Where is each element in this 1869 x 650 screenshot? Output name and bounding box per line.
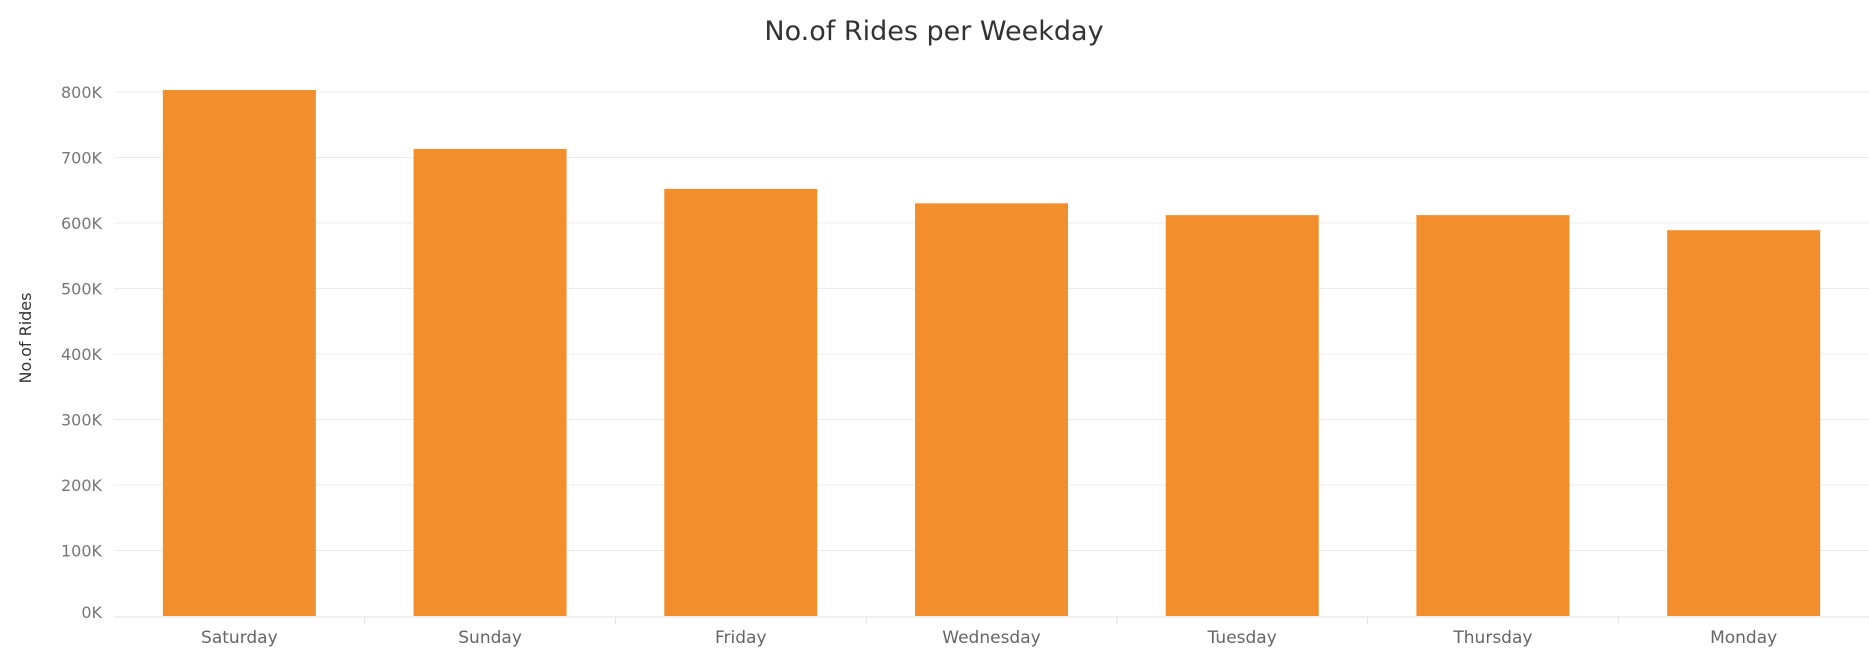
x-tick-label: Friday [715, 628, 767, 648]
bar-thursday[interactable] [1416, 215, 1570, 616]
x-tick-label: Tuesday [1207, 628, 1277, 648]
bar-monday[interactable] [1667, 230, 1821, 616]
y-tick-label: 700K [61, 149, 103, 168]
chart-title: No.of Rides per Weekday [764, 16, 1103, 47]
y-tick-label: 100K [61, 542, 103, 561]
bar-wednesday[interactable] [915, 203, 1068, 616]
x-tick-label: Monday [1710, 628, 1777, 648]
y-axis-ticks: 0K 100K 200K 300K 400K 500K 600K 700K 800K [61, 83, 103, 622]
x-tick-label: Sunday [458, 628, 522, 648]
y-tick-label: 500K [61, 280, 103, 299]
y-tick-label: 400K [61, 345, 103, 364]
y-tick-label: 600K [61, 214, 103, 233]
y-axis-label: No.of Rides [16, 293, 35, 384]
bar-saturday[interactable] [162, 90, 316, 616]
x-tick-label: Thursday [1452, 628, 1532, 648]
y-tick-label: 200K [61, 476, 103, 495]
y-tick-label: 800K [61, 83, 103, 102]
bar-tuesday[interactable] [1165, 215, 1319, 616]
x-axis-ticks: Saturday Sunday Friday Wednesday Tuesday Thur… [201, 617, 1777, 648]
bars [162, 90, 1821, 617]
x-tick-label: Wednesday [942, 628, 1040, 648]
x-tick-label: Saturday [201, 628, 278, 648]
bar-friday[interactable] [664, 188, 818, 616]
y-tick-label: 0K [81, 603, 102, 622]
bar-sunday[interactable] [413, 148, 567, 617]
y-tick-label: 300K [61, 411, 103, 430]
